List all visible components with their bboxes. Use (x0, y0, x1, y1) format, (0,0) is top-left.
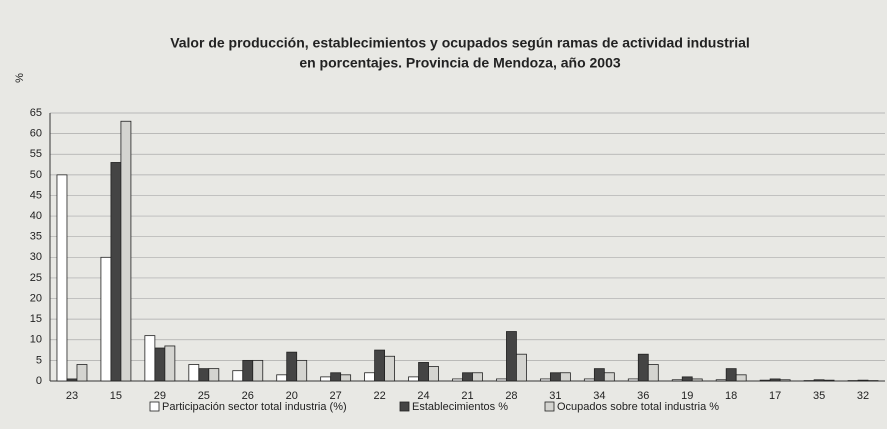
bar (637, 353, 649, 382)
x-tick-label: 22 (373, 390, 385, 402)
bar (252, 359, 264, 382)
bar (110, 162, 122, 382)
bar (100, 256, 112, 382)
bar (66, 378, 78, 382)
x-tick-label: 26 (242, 390, 254, 402)
y-tick-label: 45 (30, 189, 42, 201)
chart-title: Valor de producción, establecimientos y … (170, 35, 750, 51)
bar (671, 379, 683, 382)
bar (559, 372, 571, 382)
bar (374, 349, 386, 382)
bar (496, 378, 507, 382)
y-tick-label: 65 (30, 107, 42, 119)
x-tick-label: 19 (681, 390, 693, 402)
bar (715, 379, 727, 382)
bar (408, 376, 419, 382)
y-tick-label: 0 (36, 375, 42, 387)
bar (242, 359, 254, 382)
y-tick-label: 5 (36, 354, 42, 366)
bar (735, 374, 747, 382)
bar (769, 378, 781, 382)
bar (681, 376, 693, 382)
x-tick-label: 15 (110, 390, 122, 402)
bar (276, 374, 288, 382)
bar (516, 353, 527, 382)
bar (320, 376, 332, 382)
bar (452, 378, 463, 382)
x-tick-label: 31 (549, 390, 561, 402)
legend-label: Participación sector total industria (%) (162, 401, 347, 413)
bar (198, 368, 210, 382)
bar (691, 378, 703, 382)
bar (76, 364, 88, 382)
bar (56, 174, 68, 382)
x-tick-label: 27 (330, 390, 342, 402)
bar (593, 368, 605, 382)
bar (472, 372, 483, 382)
bar (286, 351, 298, 382)
bar (779, 379, 791, 382)
bar (330, 372, 342, 382)
bar (208, 368, 220, 382)
bar (549, 372, 561, 382)
x-tick-label: 18 (725, 390, 737, 402)
y-tick-label: 50 (30, 169, 42, 181)
bar (506, 331, 517, 382)
bar (164, 345, 176, 382)
x-tick-label: 36 (637, 390, 649, 402)
bar (759, 379, 771, 382)
bar (232, 370, 244, 382)
x-tick-label: 17 (769, 390, 781, 402)
legend-swatch (149, 401, 160, 412)
bar (340, 374, 352, 382)
bar (725, 368, 737, 382)
y-tick-label: 10 (30, 334, 42, 346)
y-tick-label: 40 (30, 210, 42, 222)
x-tick-label: 32 (857, 390, 869, 402)
y-tick-label: 35 (30, 231, 42, 243)
bar (428, 366, 439, 382)
y-axis-label: % (14, 73, 26, 83)
legend-swatch (544, 401, 555, 412)
legend-label: Ocupados sobre total industria % (557, 401, 719, 413)
y-tick-label: 60 (30, 128, 42, 140)
x-tick-label: 29 (154, 390, 166, 402)
bar (384, 355, 396, 382)
x-tick-label: 21 (461, 390, 473, 402)
bar (154, 347, 166, 382)
y-tick-label: 20 (30, 292, 42, 304)
bar (813, 379, 825, 382)
legend-label: Establecimientos % (412, 401, 508, 413)
bar (296, 359, 308, 382)
bar (188, 364, 200, 382)
bar (144, 335, 156, 382)
bar (627, 378, 639, 382)
chart-subtitle: en porcentajes. Provincia de Mendoza, añ… (299, 55, 621, 71)
x-tick-label: 20 (286, 390, 298, 402)
x-tick-label: 24 (417, 390, 429, 402)
bar (120, 120, 132, 382)
bar (418, 362, 429, 382)
y-tick-label: 30 (30, 251, 42, 263)
y-tick-label: 15 (30, 313, 42, 325)
x-tick-label: 34 (593, 390, 605, 402)
y-tick-label: 55 (30, 148, 42, 160)
bar (539, 378, 551, 382)
x-tick-label: 35 (813, 390, 825, 402)
bar (857, 379, 869, 382)
bar (823, 379, 835, 382)
legend-swatch (399, 401, 410, 412)
bar (583, 378, 595, 382)
x-tick-label: 25 (198, 390, 210, 402)
x-tick-label: 28 (505, 390, 517, 402)
bar (462, 372, 473, 382)
x-tick-label: 23 (66, 390, 78, 402)
bar (364, 372, 376, 382)
bar (603, 372, 615, 382)
y-tick-label: 25 (30, 272, 42, 284)
bar (647, 364, 659, 382)
